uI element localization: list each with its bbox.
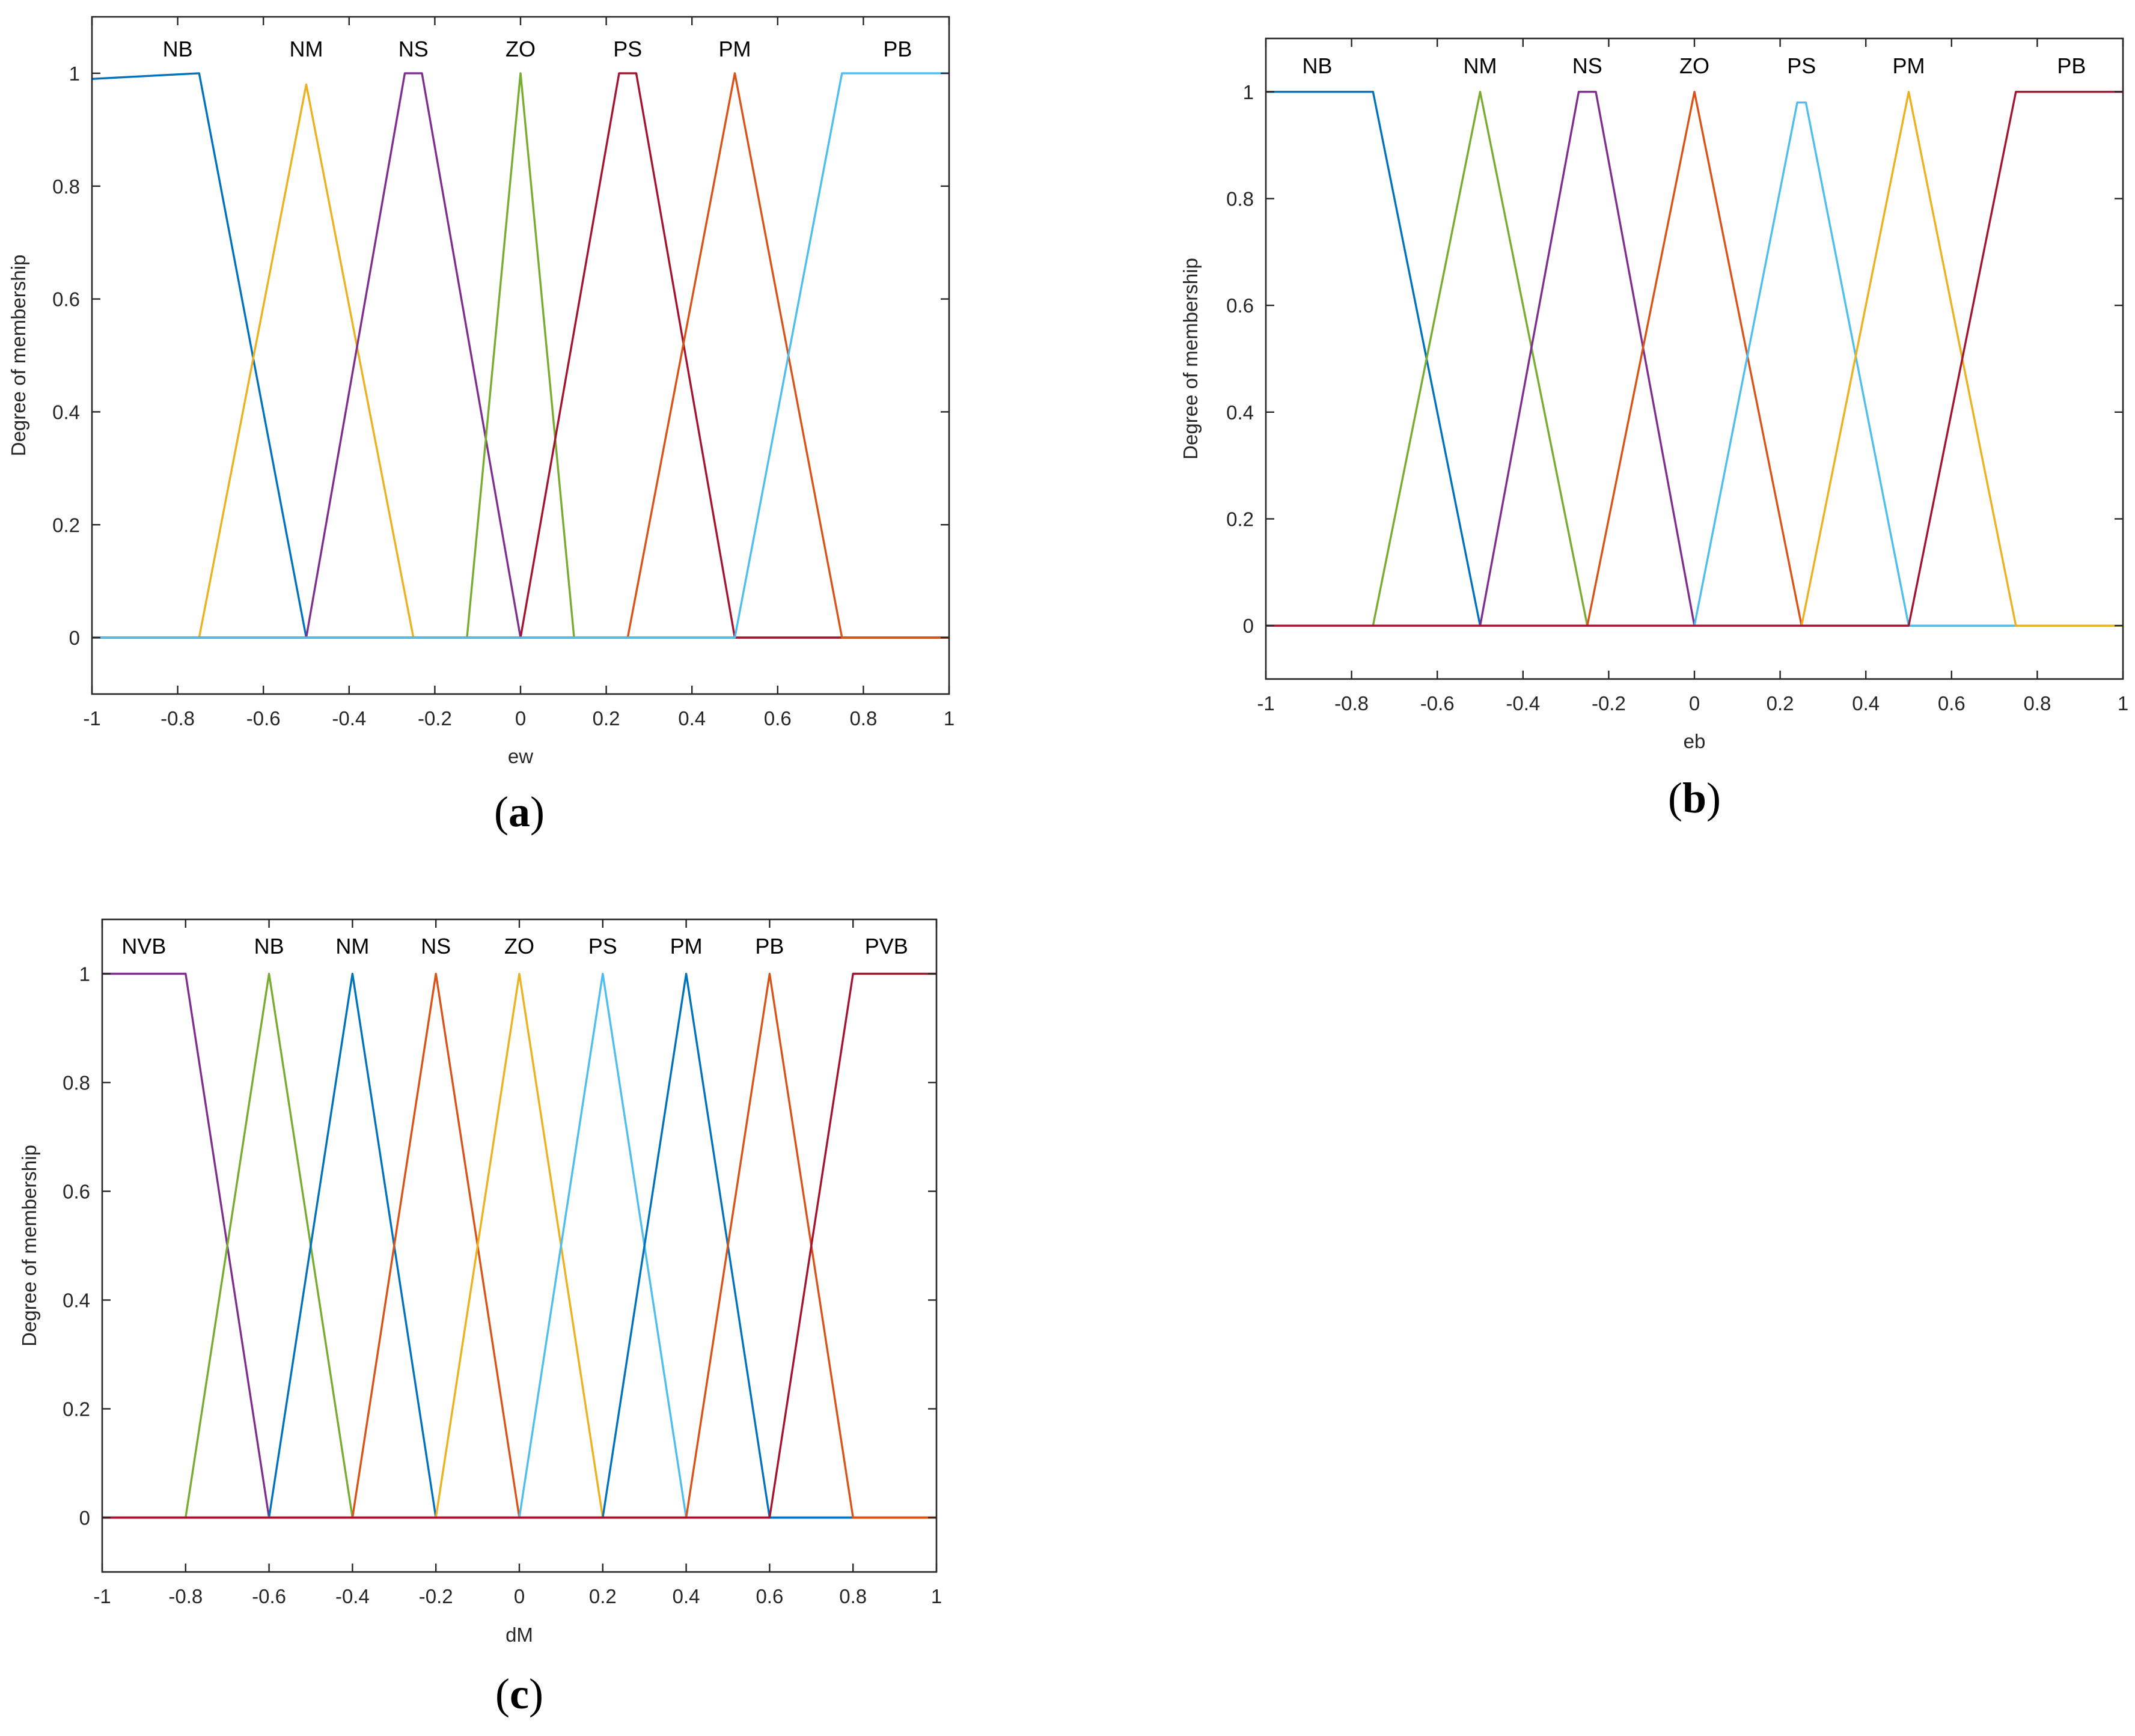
x-tick-label: 0.4 <box>673 1585 700 1607</box>
x-tick-label: -1 <box>93 1585 111 1607</box>
y-axis-label: Degree of membership <box>18 1145 40 1347</box>
x-tick-label: -0.4 <box>1506 692 1540 714</box>
x-tick-label: 1 <box>931 1585 942 1607</box>
x-tick-label: -0.4 <box>332 707 366 729</box>
series-label-nb: NB <box>163 37 193 61</box>
y-tick-label: 0.8 <box>52 175 80 198</box>
x-tick-label: 0.4 <box>1852 692 1880 714</box>
y-tick-label: 0.6 <box>1226 294 1254 317</box>
x-tick-label: 1 <box>944 707 954 729</box>
series-label-ps: PS <box>588 934 617 958</box>
x-tick-label: 0 <box>515 707 526 729</box>
y-tick-label: 0 <box>1243 615 1254 637</box>
series-label-nvb: NVB <box>121 934 166 958</box>
y-tick-label: 0.8 <box>1226 188 1254 210</box>
series-label-nb: NB <box>254 934 284 958</box>
x-tick-label: -1 <box>83 707 100 729</box>
x-tick-label: -0.6 <box>1420 692 1455 714</box>
y-tick-label: 0.2 <box>52 514 80 536</box>
x-tick-label: 0.2 <box>589 1585 617 1607</box>
x-tick-label: -0.6 <box>252 1585 286 1607</box>
series-label-ps: PS <box>613 37 642 61</box>
y-tick-label: 0.4 <box>1226 401 1254 424</box>
y-tick-label: 0.2 <box>63 1398 90 1421</box>
subplot-caption: (a) <box>494 788 545 836</box>
series-label-ps: PS <box>1787 53 1816 78</box>
x-tick-label: -0.2 <box>418 707 452 729</box>
x-tick-label: -0.6 <box>246 707 281 729</box>
series-label-pb: PB <box>755 934 784 958</box>
series-label-ns: NS <box>399 37 429 61</box>
series-label-nm: NM <box>290 37 323 61</box>
series-line-pvb <box>102 972 936 1519</box>
x-axis-label: ew <box>508 745 533 767</box>
y-tick-label: 1 <box>69 62 80 85</box>
series-label-nb: NB <box>1303 53 1333 78</box>
x-axis-label: eb <box>1684 730 1706 752</box>
subplot-caption: (c) <box>495 1670 543 1718</box>
x-tick-label: 0.2 <box>593 707 620 729</box>
series-label-pb: PB <box>2057 53 2086 78</box>
series-label-pm: PM <box>1893 53 1925 78</box>
y-tick-label: 0.2 <box>1226 508 1254 531</box>
x-tick-label: 0.2 <box>1767 692 1794 714</box>
subplot-a: NB NM NS ZO PS PM PB -1 -0.8 -0.6 -0.4 -0.2 0 0.2 0.4 0… <box>7 16 954 836</box>
series-label-pm: PM <box>719 37 751 61</box>
y-tick-label: 1 <box>1243 81 1254 103</box>
series-label-nm: NM <box>335 934 369 958</box>
y-tick-label: 0.6 <box>63 1181 90 1203</box>
x-tick-label: -0.8 <box>160 707 195 729</box>
series-label-zo: ZO <box>1679 53 1709 78</box>
x-tick-label: 0 <box>514 1585 525 1607</box>
x-tick-label: 0.8 <box>839 1585 867 1607</box>
series-label-ns: NS <box>421 934 451 958</box>
x-axis-label: dM <box>505 1624 533 1646</box>
x-tick-label: -0.8 <box>168 1585 203 1607</box>
series-line-pb <box>92 72 949 639</box>
x-tick-label: -0.2 <box>419 1585 453 1607</box>
y-tick-label: 0.6 <box>52 288 80 311</box>
y-tick-label: 0.4 <box>63 1290 90 1312</box>
subplot-c: NVB NB NM NS ZO PS PM PB PVB -1 -0.8 -0.6 -0.4 -0.2 0 0… <box>18 918 942 1718</box>
x-tick-label: -0.8 <box>1334 692 1369 714</box>
y-tick-label: 0 <box>79 1507 90 1529</box>
subplot-caption: (b) <box>1668 774 1721 822</box>
x-tick-label: 0.4 <box>678 707 706 729</box>
y-axis-label: Degree of membership <box>1179 258 1202 460</box>
y-axis-label: Degree of membership <box>7 255 29 457</box>
subplot-b: NB NM NS ZO PS PM PB -1 -0.8 -0.6 -0.4 -0.2 0 0.2 0.4 0… <box>1179 37 2128 822</box>
series-label-ns: NS <box>1572 53 1602 78</box>
x-tick-label: 0.8 <box>849 707 877 729</box>
series-label-pm: PM <box>670 934 703 958</box>
series-label-zo: ZO <box>504 934 534 958</box>
y-tick-label: 0.4 <box>52 401 80 423</box>
y-tick-label: 0 <box>69 627 80 649</box>
x-tick-label: 0.8 <box>2023 692 2051 714</box>
series-label-pvb: PVB <box>865 934 908 958</box>
x-tick-label: 0.6 <box>764 707 792 729</box>
x-tick-label: 1 <box>2118 692 2128 714</box>
series-label-zo: ZO <box>505 37 536 61</box>
x-tick-label: -0.2 <box>1592 692 1626 714</box>
x-tick-label: -0.4 <box>335 1585 370 1607</box>
x-tick-label: 0.6 <box>1938 692 1965 714</box>
x-tick-label: 0 <box>1689 692 1700 714</box>
y-tick-label: 1 <box>79 963 90 985</box>
series-label-nm: NM <box>1464 53 1497 78</box>
x-tick-label: 0.6 <box>756 1585 783 1607</box>
series-line-pb <box>1266 91 2123 627</box>
series-label-pb: PB <box>883 37 912 61</box>
x-tick-label: -1 <box>1257 692 1274 714</box>
y-tick-label: 0.8 <box>63 1072 90 1094</box>
